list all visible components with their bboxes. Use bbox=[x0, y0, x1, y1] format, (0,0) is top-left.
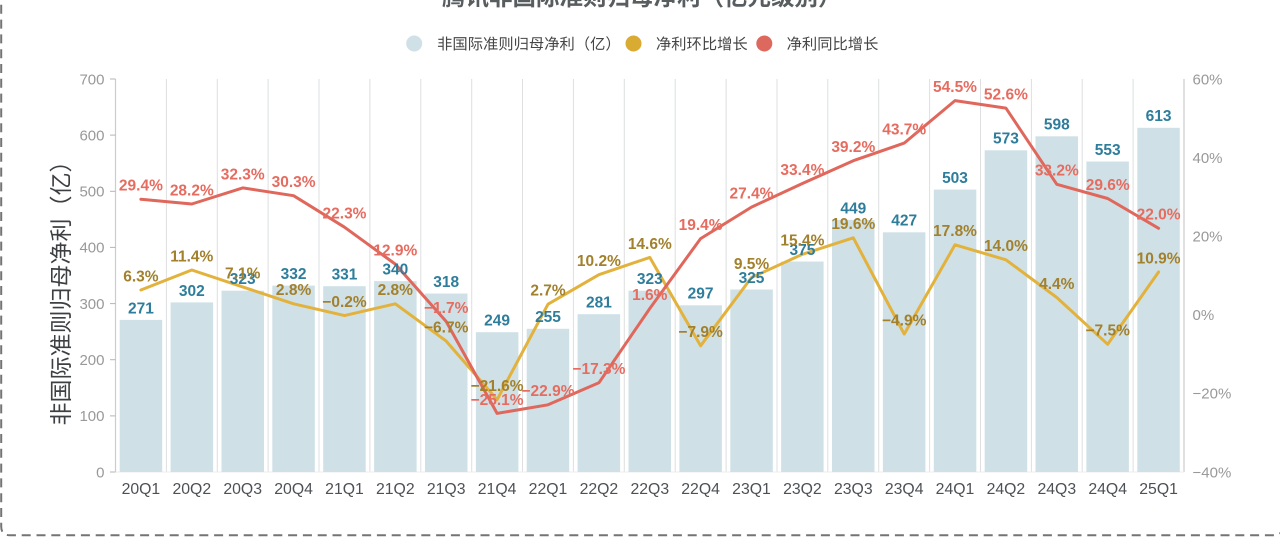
svg-text:23Q2: 23Q2 bbox=[783, 481, 822, 498]
svg-text:17.8%: 17.8% bbox=[933, 223, 977, 240]
svg-text:6.3%: 6.3% bbox=[123, 268, 159, 285]
svg-text:21Q1: 21Q1 bbox=[325, 481, 364, 498]
svg-text:−0.2%: −0.2% bbox=[322, 294, 367, 311]
svg-text:553: 553 bbox=[1095, 142, 1121, 159]
svg-text:29.4%: 29.4% bbox=[119, 178, 163, 195]
svg-text:15.4%: 15.4% bbox=[780, 233, 824, 250]
svg-text:20Q4: 20Q4 bbox=[274, 481, 313, 498]
svg-text:100: 100 bbox=[79, 408, 104, 425]
svg-text:500: 500 bbox=[79, 184, 104, 201]
svg-text:4.4%: 4.4% bbox=[1039, 276, 1075, 293]
svg-text:2.8%: 2.8% bbox=[378, 282, 414, 299]
svg-text:−4.9%: −4.9% bbox=[882, 313, 927, 330]
svg-text:323: 323 bbox=[230, 271, 256, 288]
svg-text:24Q2: 24Q2 bbox=[987, 481, 1026, 498]
svg-text:325: 325 bbox=[739, 270, 765, 287]
svg-text:21Q3: 21Q3 bbox=[427, 481, 466, 498]
svg-text:22Q1: 22Q1 bbox=[529, 481, 568, 498]
svg-text:23Q1: 23Q1 bbox=[732, 481, 771, 498]
svg-text:43.7%: 43.7% bbox=[882, 122, 926, 139]
svg-text:427: 427 bbox=[891, 213, 917, 230]
svg-text:52.6%: 52.6% bbox=[984, 87, 1028, 104]
svg-text:281: 281 bbox=[586, 295, 612, 312]
svg-text:24Q4: 24Q4 bbox=[1088, 481, 1127, 498]
svg-text:25Q1: 25Q1 bbox=[1139, 481, 1178, 498]
svg-text:300: 300 bbox=[79, 296, 104, 313]
svg-text:−6.7%: −6.7% bbox=[424, 320, 469, 337]
svg-text:54.5%: 54.5% bbox=[933, 79, 977, 96]
svg-text:600: 600 bbox=[79, 127, 104, 144]
svg-text:29.6%: 29.6% bbox=[1086, 177, 1130, 194]
svg-text:14.6%: 14.6% bbox=[628, 236, 672, 253]
svg-text:255: 255 bbox=[535, 309, 561, 326]
svg-text:302: 302 bbox=[179, 283, 205, 300]
svg-text:22.0%: 22.0% bbox=[1137, 207, 1181, 224]
svg-text:10.2%: 10.2% bbox=[577, 253, 621, 270]
svg-text:39.2%: 39.2% bbox=[831, 139, 875, 156]
svg-text:503: 503 bbox=[942, 170, 968, 187]
svg-text:23Q3: 23Q3 bbox=[834, 481, 873, 498]
svg-text:22Q3: 22Q3 bbox=[630, 481, 669, 498]
svg-text:375: 375 bbox=[789, 242, 815, 259]
svg-text:20Q1: 20Q1 bbox=[122, 481, 161, 498]
svg-text:24Q1: 24Q1 bbox=[936, 481, 975, 498]
svg-text:−21.6%: −21.6% bbox=[471, 378, 524, 395]
svg-text:700: 700 bbox=[79, 71, 104, 88]
svg-text:23Q4: 23Q4 bbox=[885, 481, 924, 498]
svg-text:19.6%: 19.6% bbox=[831, 216, 875, 233]
svg-text:33.4%: 33.4% bbox=[780, 162, 824, 179]
svg-text:323: 323 bbox=[637, 271, 663, 288]
svg-text:0%: 0% bbox=[1193, 307, 1215, 324]
svg-text:10.9%: 10.9% bbox=[1137, 250, 1181, 267]
svg-text:20Q2: 20Q2 bbox=[172, 481, 211, 498]
svg-text:0: 0 bbox=[96, 464, 104, 481]
svg-text:200: 200 bbox=[79, 352, 104, 369]
svg-text:32.3%: 32.3% bbox=[221, 166, 265, 183]
svg-text:11.4%: 11.4% bbox=[170, 248, 213, 265]
svg-text:271: 271 bbox=[128, 300, 154, 317]
svg-text:20Q3: 20Q3 bbox=[223, 481, 262, 498]
svg-text:613: 613 bbox=[1146, 108, 1172, 125]
svg-text:22.3%: 22.3% bbox=[323, 206, 367, 223]
svg-text:60%: 60% bbox=[1193, 71, 1223, 88]
svg-text:−20%: −20% bbox=[1193, 386, 1232, 403]
svg-text:−40%: −40% bbox=[1193, 464, 1232, 481]
svg-text:12.9%: 12.9% bbox=[373, 243, 417, 260]
svg-text:27.4%: 27.4% bbox=[730, 186, 774, 203]
svg-text:449: 449 bbox=[840, 200, 866, 217]
svg-text:−17.3%: −17.3% bbox=[572, 361, 625, 378]
svg-text:28.2%: 28.2% bbox=[170, 182, 214, 199]
svg-text:−7.5%: −7.5% bbox=[1086, 323, 1131, 340]
svg-text:−1.7%: −1.7% bbox=[424, 300, 469, 317]
svg-text:7.1%: 7.1% bbox=[225, 265, 261, 282]
svg-text:340: 340 bbox=[382, 262, 408, 279]
svg-text:14.0%: 14.0% bbox=[984, 238, 1028, 255]
svg-text:−7.9%: −7.9% bbox=[678, 324, 723, 341]
svg-text:33.2%: 33.2% bbox=[1035, 163, 1079, 180]
svg-text:2.7%: 2.7% bbox=[530, 283, 566, 300]
svg-text:331: 331 bbox=[332, 267, 358, 284]
svg-text:40%: 40% bbox=[1193, 150, 1223, 167]
svg-text:598: 598 bbox=[1044, 117, 1070, 134]
svg-text:21Q4: 21Q4 bbox=[478, 481, 517, 498]
svg-text:332: 332 bbox=[281, 266, 307, 283]
svg-text:1.6%: 1.6% bbox=[632, 287, 668, 304]
svg-text:2.8%: 2.8% bbox=[276, 282, 312, 299]
svg-text:20%: 20% bbox=[1193, 229, 1223, 246]
svg-text:30.3%: 30.3% bbox=[272, 174, 316, 191]
svg-text:−22.9%: −22.9% bbox=[521, 383, 574, 400]
svg-text:297: 297 bbox=[688, 286, 714, 303]
svg-text:21Q2: 21Q2 bbox=[376, 481, 415, 498]
svg-text:9.5%: 9.5% bbox=[734, 256, 770, 273]
svg-text:318: 318 bbox=[433, 274, 459, 291]
svg-text:22Q2: 22Q2 bbox=[580, 481, 619, 498]
svg-text:24Q3: 24Q3 bbox=[1037, 481, 1076, 498]
svg-text:22Q4: 22Q4 bbox=[681, 481, 720, 498]
svg-text:249: 249 bbox=[484, 313, 510, 330]
svg-text:−25.1%: −25.1% bbox=[471, 392, 524, 409]
svg-text:573: 573 bbox=[993, 131, 1019, 148]
svg-text:19.4%: 19.4% bbox=[679, 217, 723, 234]
svg-text:400: 400 bbox=[79, 240, 104, 257]
